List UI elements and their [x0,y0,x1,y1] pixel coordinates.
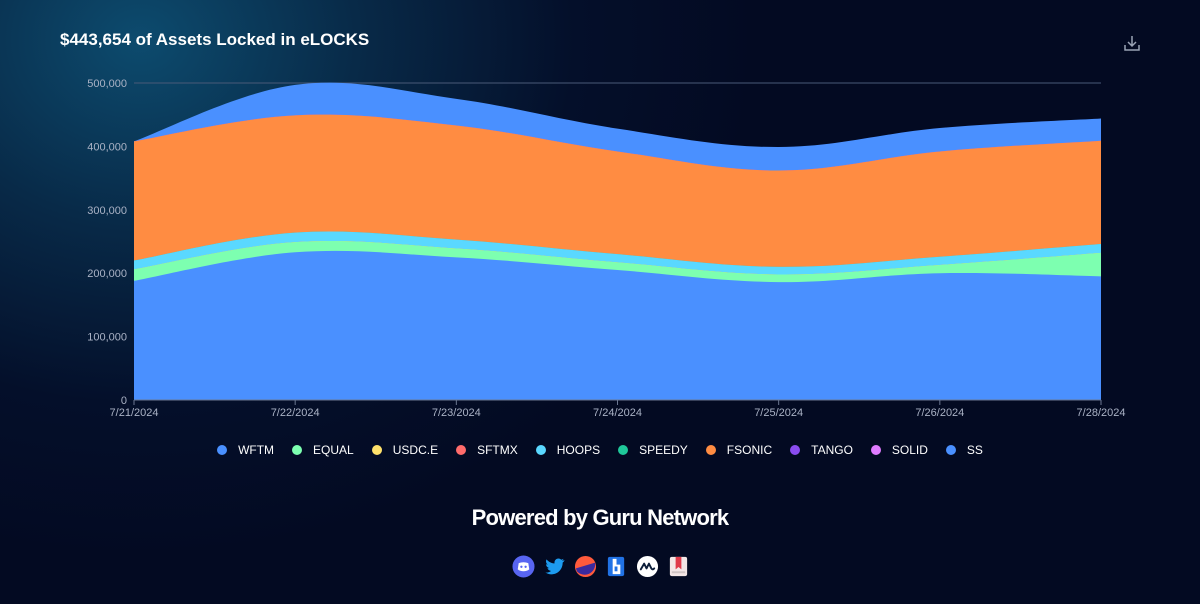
x-tick-label: 7/22/2024 [271,407,320,419]
legend-label: SPEEDY [639,443,688,457]
social-links [512,555,690,579]
legend-dot [292,445,303,455]
legend-dot [790,445,801,455]
chart-title: $443,654 of Assets Locked in eLOCKS [60,30,370,49]
legend-item-wftm[interactable]: WFTM [217,443,274,457]
x-tick-label: 7/25/2024 [754,407,803,419]
x-tick-label: 7/24/2024 [593,407,642,419]
legend-dot [945,445,956,455]
defillama-icon[interactable] [605,555,628,578]
chart-legend: WFTM EQUAL USDC.E SFTMX HOOPS SPEEDY FSONIC TAN… [0,443,1200,457]
legend-label: SS [966,443,983,457]
coinmarketcap-icon[interactable] [636,555,659,578]
legend-label: WFTM [238,443,275,457]
y-tick-label: 200,000 [87,268,127,280]
legend-label: EQUAL [313,443,354,457]
legend-item-usdce[interactable]: USDC.E [371,443,439,457]
legend-dot [705,445,716,455]
legend-item-speedy[interactable]: SPEEDY [618,443,688,457]
y-tick-label: 400,000 [87,141,127,153]
legend-dot [535,445,546,455]
legend-label: SOLID [891,443,928,457]
y-tick-label: 100,000 [87,332,127,344]
download-icon[interactable] [1122,33,1142,53]
area-chart: 0 100,000 200,000 300,000 400,000 500,000 7/21… [87,78,1125,419]
discord-icon[interactable] [512,555,535,578]
axis-layer: 0 100,000 200,000 300,000 400,000 500,000 7/21… [87,78,1125,419]
legend-item-solid[interactable]: SOLID [870,443,928,457]
legend-item-hoops[interactable]: HOOPS [535,443,601,457]
legend-item-fsonic[interactable]: FSONIC [705,443,773,457]
x-tick-label: 7/23/2024 [432,407,481,419]
guru-icon[interactable] [574,555,597,578]
docs-icon[interactable] [667,555,690,578]
legend-label: TANGO [811,443,853,457]
legend-label: HOOPS [556,443,601,457]
powered-by-text: Powered by Guru Network [471,505,729,530]
legend-label: USDC.E [392,443,439,457]
y-tick-label: 300,000 [87,205,127,217]
legend-dot [217,445,228,455]
legend-dot [456,445,467,455]
y-tick-label: 0 [121,395,127,407]
legend-dot [618,445,629,455]
area-layer [134,82,1101,400]
x-tick-label: 7/28/2024 [1077,407,1126,419]
legend-item-ss[interactable]: SS [945,443,983,457]
legend-label: FSONIC [726,443,773,457]
legend-item-tango[interactable]: TANGO [790,443,853,457]
legend-item-equal[interactable]: EQUAL [292,443,354,457]
twitter-icon[interactable] [543,555,566,578]
y-tick-label: 500,000 [87,78,127,90]
legend-label: SFTMX [477,443,518,457]
area-wftm [134,250,1101,400]
legend-dot [870,445,881,455]
legend-item-sftmx[interactable]: SFTMX [456,443,518,457]
x-tick-label: 7/21/2024 [110,407,159,419]
legend-dot [371,445,382,455]
x-tick-label: 7/26/2024 [915,407,964,419]
